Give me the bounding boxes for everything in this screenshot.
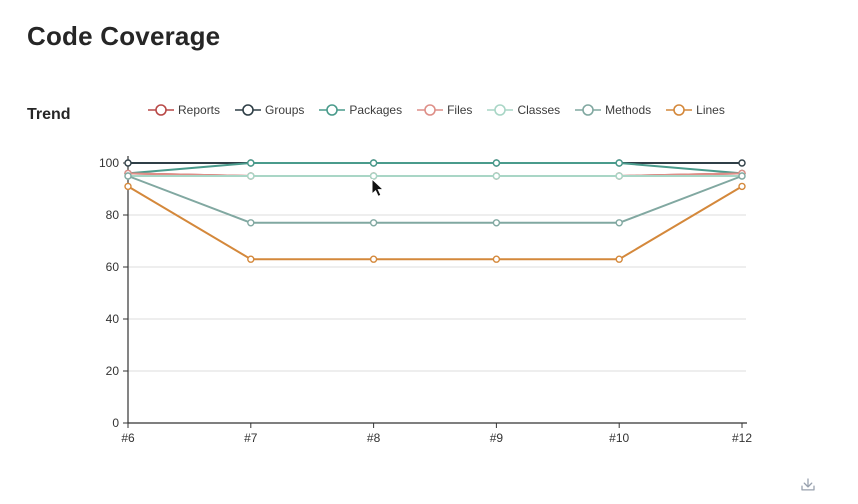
legend-marker-icon [487,104,514,116]
series-line-lines [127,185,743,261]
y-tick-label: 0 [112,416,119,430]
data-point-packages-#9 [492,159,501,167]
legend-item-packages[interactable]: Packages [319,103,402,117]
data-point-methods-#8 [369,219,378,227]
y-tick-label: 60 [106,260,120,274]
data-point-packages-#8 [369,159,378,167]
legend-marker-icon [319,104,346,116]
legend-item-methods[interactable]: Methods [575,103,651,117]
data-point-methods-#10 [615,219,623,227]
legend-item-files[interactable]: Files [417,103,472,117]
legend-marker-icon [417,104,444,116]
series-line-packages [127,162,743,175]
data-point-methods-#12 [738,172,746,180]
data-point-lines-#7 [247,255,255,263]
y-tick-label: 80 [106,208,120,222]
legend-item-lines[interactable]: Lines [666,103,725,117]
y-tick-label: 100 [99,156,119,170]
data-point-packages-#7 [247,159,255,167]
download-icon [801,478,815,491]
legend-label: Classes [517,103,561,117]
x-tick-label: #9 [490,431,504,445]
data-point-packages-#10 [615,159,623,167]
data-point-lines-#6 [124,182,132,191]
chart-legend: Reports Groups Packages Files Classes Methods… [148,103,725,117]
legend-label: Packages [349,103,403,117]
trend-section-title: Trend [27,106,71,123]
data-point-lines-#8 [369,255,378,263]
x-tick-label: #8 [367,431,381,445]
legend-marker-icon [666,104,693,116]
data-point-groups-#12 [738,159,746,167]
legend-marker-icon [148,104,174,116]
data-point-methods-#6 [124,172,132,180]
data-point-methods-#9 [492,219,501,227]
x-tick-label: #6 [121,431,135,445]
y-tick-label: 40 [106,312,120,326]
legend-label: Methods [605,103,652,117]
x-tick-label: #10 [609,431,629,445]
legend-marker-icon [235,104,262,116]
legend-label: Files [447,103,473,117]
download-button[interactable] [797,474,819,496]
legend-item-classes[interactable]: Classes [487,103,560,117]
data-point-lines-#10 [615,255,623,263]
x-tick-label: #12 [732,431,752,445]
legend-item-groups[interactable]: Groups [235,103,304,117]
data-point-methods-#7 [247,219,255,227]
legend-label: Lines [696,103,725,117]
legend-marker-icon [575,104,602,116]
legend-label: Reports [178,103,221,117]
page-title: Code Coverage [27,21,221,52]
data-point-groups-#6 [124,159,132,167]
legend-label: Groups [265,103,305,117]
data-point-classes-#8 [369,172,378,180]
data-point-classes-#10 [615,172,623,180]
series-line-methods [127,175,743,224]
x-tick-label: #7 [244,431,258,445]
data-point-classes-#7 [247,172,255,180]
y-tick-label: 20 [106,364,120,378]
data-point-lines-#9 [492,255,501,263]
legend-item-reports[interactable]: Reports [148,103,220,117]
data-point-lines-#12 [738,182,746,191]
data-point-classes-#9 [492,172,501,180]
